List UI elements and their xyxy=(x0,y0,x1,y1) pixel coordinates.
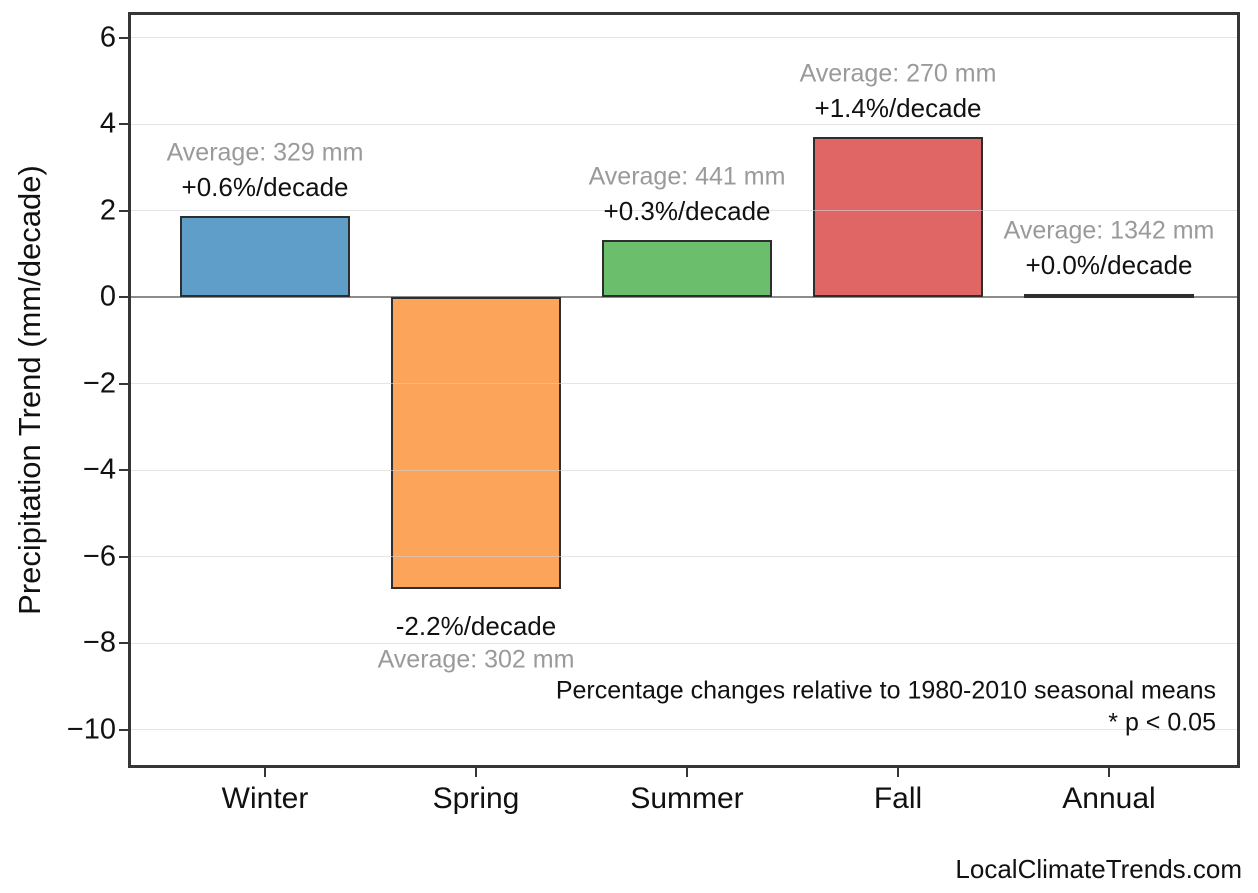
y-tick xyxy=(119,296,128,298)
y-axis-title: Precipitation Trend (mm/decade) xyxy=(12,165,47,615)
y-tick-label: 2 xyxy=(99,194,116,226)
y-tick-label: −10 xyxy=(66,713,116,745)
y-tick xyxy=(119,36,128,39)
x-tick-label-annual: Annual xyxy=(1062,782,1156,815)
bar-trend-label: -2.2%/decade xyxy=(395,610,557,641)
y-tick-label: 6 xyxy=(99,21,116,54)
bar-trend-label: +0.3%/decade xyxy=(603,195,771,226)
gridline xyxy=(128,469,1240,471)
y-tick xyxy=(119,209,128,212)
gridline xyxy=(128,642,1240,644)
y-tick xyxy=(119,642,128,644)
y-tick-label: 0 xyxy=(99,280,116,313)
bar-average-label: Average: 329 mm xyxy=(166,138,364,167)
x-tick xyxy=(475,768,477,777)
footnote-percentage-note: Percentage changes relative to 1980-2010… xyxy=(555,676,1216,705)
x-tick-label-fall: Fall xyxy=(873,782,923,815)
x-tick-label-summer: Summer xyxy=(630,782,744,815)
bar-trend-label: +1.4%/decade xyxy=(814,92,982,123)
y-tick xyxy=(119,382,128,385)
y-tick-label: −2 xyxy=(82,367,116,399)
gridline xyxy=(128,729,1240,730)
bar-trend-label: +0.6%/decade xyxy=(181,172,349,203)
y-tick xyxy=(119,555,128,558)
y-tick-label: −8 xyxy=(82,626,116,659)
gridline xyxy=(128,556,1240,557)
x-tick-label-spring: Spring xyxy=(432,782,520,815)
bar-trend-label: +0.0%/decade xyxy=(1025,249,1193,280)
x-tick xyxy=(264,768,266,777)
x-tick-label-winter: Winter xyxy=(221,782,309,815)
y-tick-label: 4 xyxy=(99,107,116,140)
bar-fall xyxy=(813,136,983,297)
x-tick xyxy=(897,768,899,777)
bar-average-label: Average: 270 mm xyxy=(799,59,997,88)
zero-baseline xyxy=(128,296,1240,298)
gridline xyxy=(128,37,1240,39)
y-tick xyxy=(119,123,128,126)
bar-average-label: Average: 302 mm xyxy=(377,645,575,674)
gridline xyxy=(128,383,1240,384)
y-tick xyxy=(119,728,128,731)
bar-annual xyxy=(1024,293,1194,298)
bar-average-label: Average: 441 mm xyxy=(588,162,786,191)
bar-summer xyxy=(602,239,772,297)
gridline xyxy=(128,123,1240,125)
y-tick-label: −4 xyxy=(82,453,116,486)
footnote-significance: * p < 0.05 xyxy=(1108,708,1216,737)
gridline xyxy=(128,210,1240,211)
bar-average-label: Average: 1342 mm xyxy=(1003,216,1215,245)
bar-winter xyxy=(180,216,350,297)
plot-area: Average: 329 mm +0.6%/decade Winter Average… xyxy=(67,12,1240,814)
x-tick xyxy=(1108,768,1110,777)
bar-spring xyxy=(391,297,561,589)
watermark: LocalClimateTrends.com xyxy=(955,854,1242,884)
x-tick xyxy=(686,768,688,777)
y-tick xyxy=(119,469,128,471)
y-tick-label: −6 xyxy=(82,540,116,572)
